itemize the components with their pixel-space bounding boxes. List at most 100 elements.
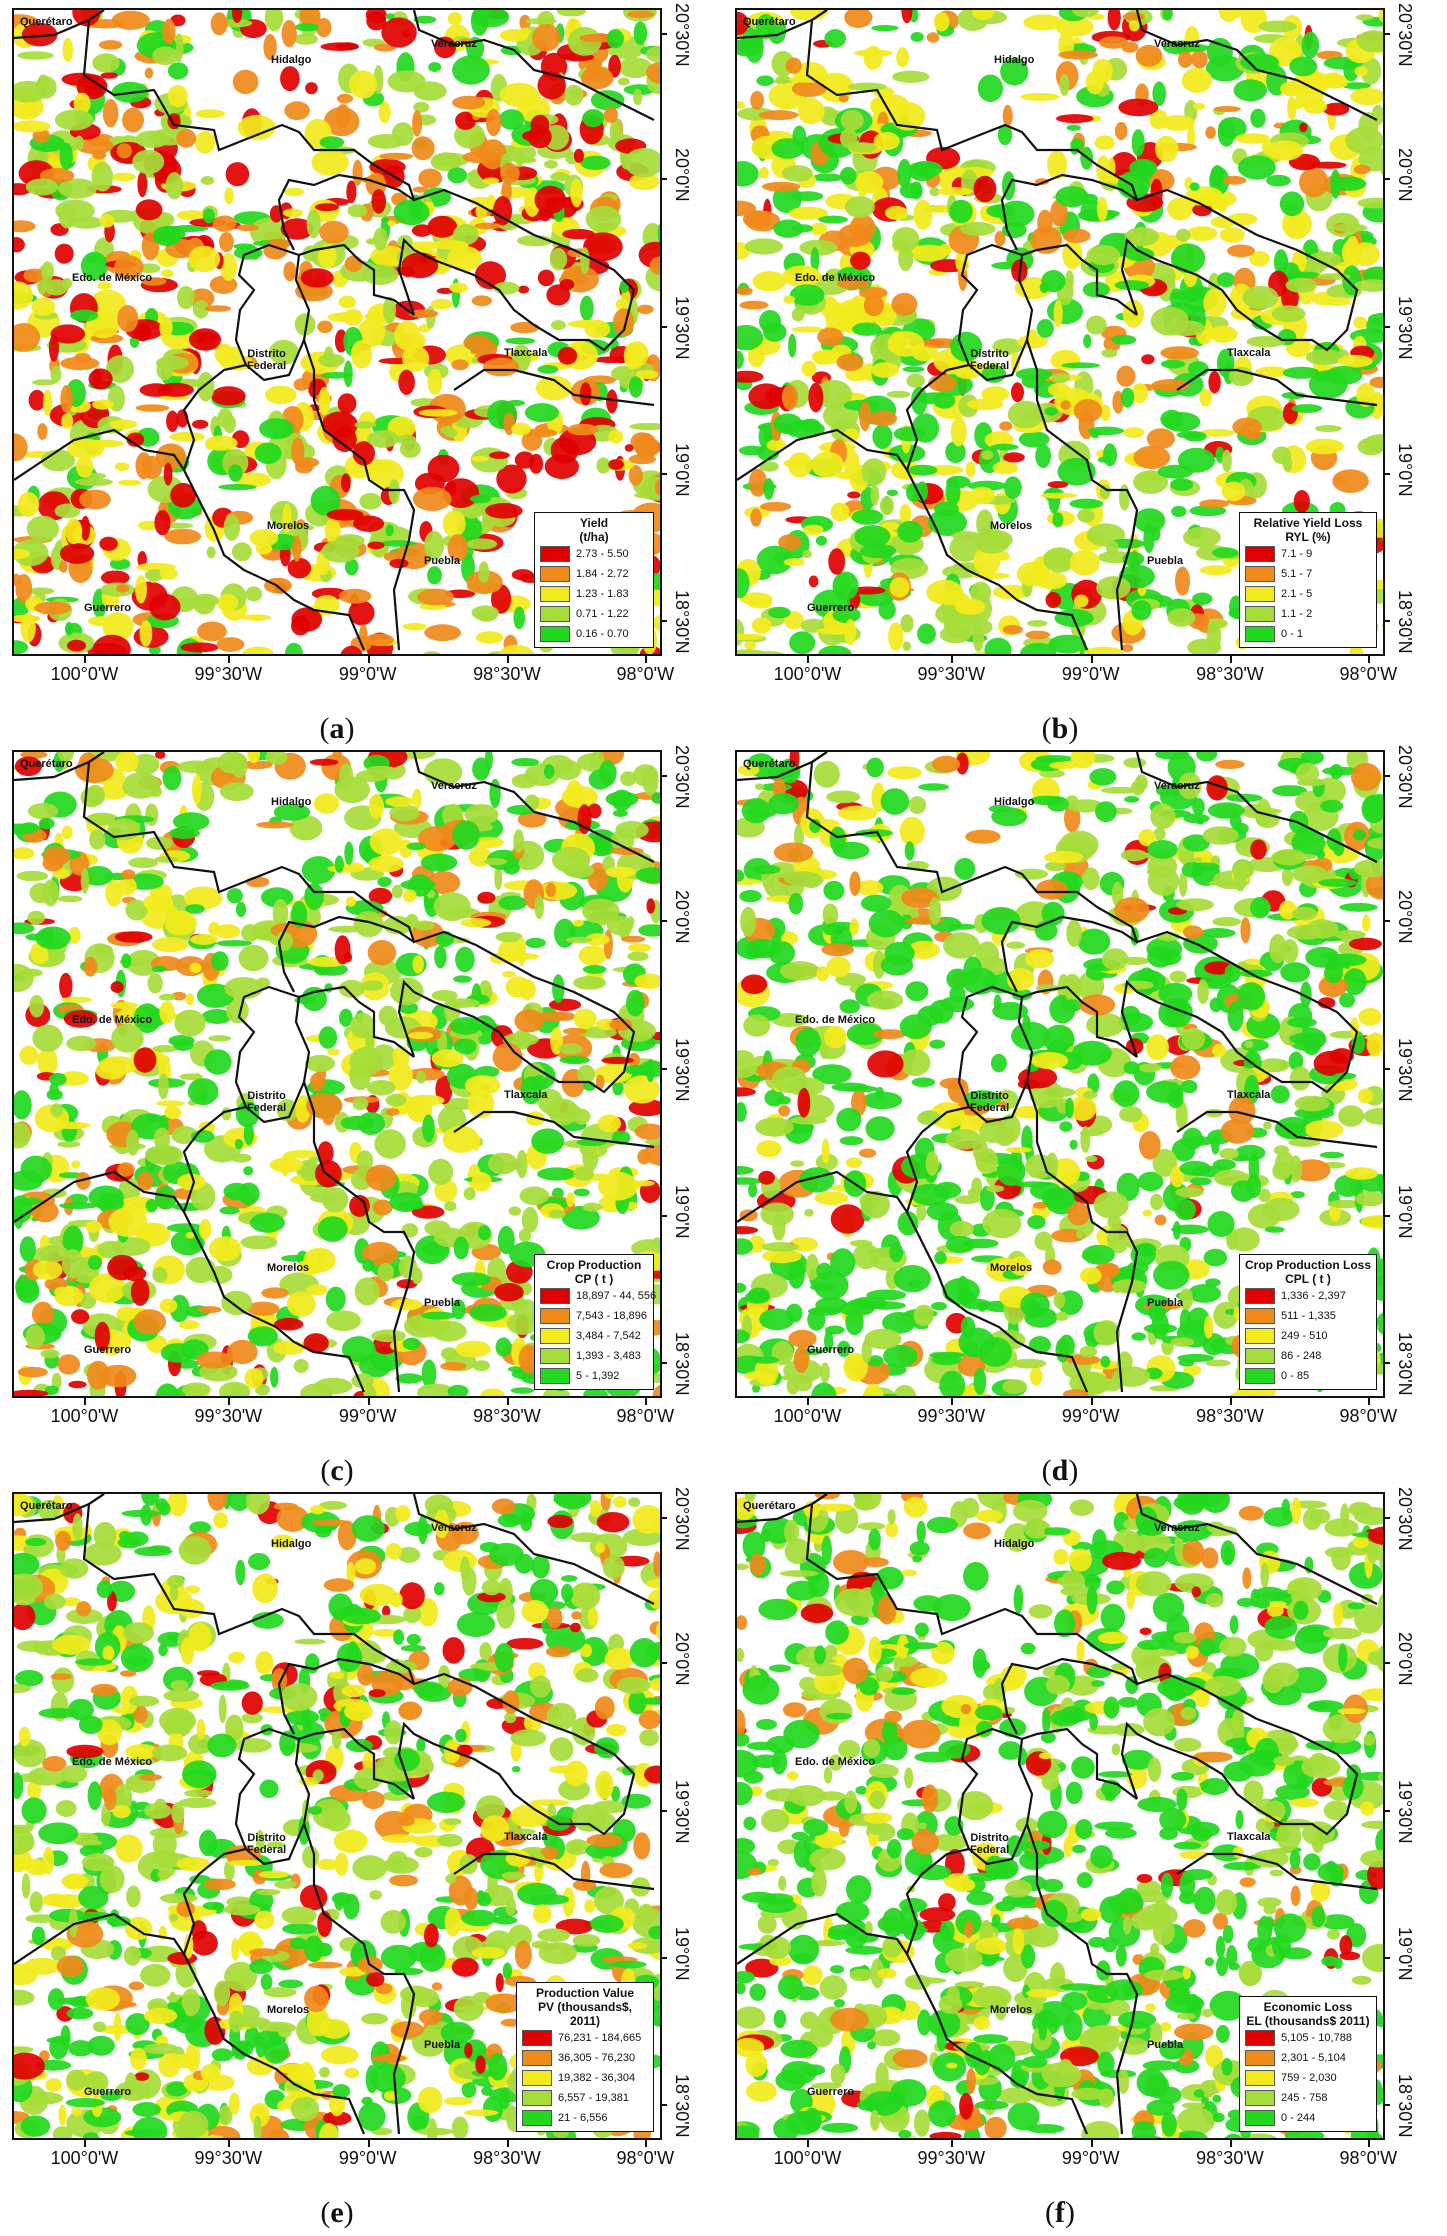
crop-patch (264, 10, 284, 32)
crop-patch (1131, 129, 1145, 157)
crop-patch (864, 1328, 902, 1350)
crop-patch (385, 1093, 407, 1107)
crop-patch (51, 1667, 75, 1694)
crop-patch (236, 1938, 265, 1949)
crop-patch (747, 344, 766, 368)
map-frame: Querétaro Hidalgo Veracruz Edo. de México Tl… (735, 750, 1385, 1398)
crop-patch (738, 445, 766, 456)
crop-patch (1367, 837, 1383, 850)
crop-patch (160, 1893, 198, 1904)
panel-caption: (a) (320, 712, 355, 746)
crop-patch (776, 1096, 791, 1105)
crop-patch (383, 296, 396, 324)
longitude-label: 99°30'W (194, 1406, 263, 1426)
crop-patch (87, 1255, 103, 1270)
crop-patch (637, 304, 654, 315)
crop-patch (350, 340, 373, 369)
legend-class-label: 1.1 - 2 (1281, 608, 1313, 620)
latitude-tick (1383, 775, 1390, 777)
crop-patch (313, 793, 340, 814)
crop-patch (1282, 366, 1320, 379)
legend-row: 0.71 - 1.22 (540, 604, 648, 624)
crop-patch (768, 793, 799, 815)
crop-patch (865, 1116, 895, 1141)
crop-patch (115, 1834, 143, 1863)
crop-patch (60, 356, 100, 371)
crop-patch (149, 593, 181, 621)
crop-patch (407, 1031, 434, 1040)
crop-patch (1272, 785, 1308, 797)
crop-patch (548, 1098, 579, 1126)
crop-patch (230, 1153, 252, 1163)
crop-patch (1120, 849, 1148, 862)
crop-patch (152, 46, 179, 66)
crop-patch (801, 360, 817, 377)
crop-patch (1208, 880, 1235, 887)
crop-patch (1206, 775, 1228, 801)
crop-patch (17, 1366, 48, 1378)
crop-patch (821, 943, 854, 957)
crop-patch (1181, 67, 1212, 93)
crop-patch (838, 299, 868, 321)
crop-patch (290, 524, 314, 532)
crop-patch (281, 20, 297, 48)
crop-patch (620, 935, 646, 943)
crop-patch (973, 175, 997, 203)
crop-patch (236, 472, 272, 488)
caption-open-paren: ( (1041, 1454, 1052, 1487)
crop-patch (238, 944, 269, 972)
crop-patch (1155, 135, 1179, 163)
crop-patch (752, 1356, 779, 1364)
crop-patch (1250, 896, 1271, 919)
crop-patch (58, 1071, 89, 1086)
crop-patch (60, 385, 73, 413)
crop-patch (1197, 979, 1209, 1005)
state-label-morelos: Morelos (990, 520, 1033, 532)
crop-patch (1356, 383, 1375, 407)
crop-patch (908, 162, 936, 182)
crop-patch (408, 309, 439, 319)
crop-patch (977, 74, 1003, 103)
crop-patch (223, 514, 240, 541)
crop-patch (1369, 376, 1383, 389)
crop-patch (866, 757, 884, 778)
latitude-label: 19°30'N (1395, 1038, 1415, 1102)
crop-patch (1366, 317, 1383, 335)
crop-patch (918, 783, 950, 791)
crop-patch (1294, 1095, 1330, 1112)
crop-patch (1005, 1146, 1032, 1153)
crop-patch (122, 772, 161, 799)
crop-patch (772, 184, 802, 214)
crop-patch (1189, 182, 1200, 191)
crop-patch (1166, 320, 1205, 336)
crop-patch (184, 1789, 213, 1798)
latitude-tick (660, 1068, 667, 1070)
crop-patch (1192, 592, 1213, 605)
longitude-tick (506, 656, 509, 663)
crop-patch (824, 29, 846, 48)
crop-patch (1301, 31, 1319, 59)
crop-patch (54, 1121, 91, 1129)
crop-patch (444, 429, 458, 438)
crop-patch (577, 1064, 595, 1084)
crop-patch (181, 1382, 211, 1396)
crop-patch (860, 1190, 890, 1219)
crop-patch (1230, 10, 1244, 19)
crop-patch (945, 1129, 982, 1150)
crop-patch (1226, 212, 1258, 226)
crop-patch (54, 1286, 70, 1299)
latitude-label: 20°30'N (672, 3, 692, 67)
crop-patch (135, 404, 170, 412)
crop-patch (611, 789, 633, 811)
map-legend: Crop Production Loss CPL ( t ) 1,336 - 2,3… (1239, 1254, 1377, 1390)
crop-patch (325, 1286, 346, 1312)
crop-patch (816, 966, 830, 982)
crop-patch (38, 817, 55, 830)
crop-patch (275, 931, 294, 951)
state-label-tlaxcala: Tlaxcala (1227, 1089, 1271, 1101)
crop-patch (1205, 126, 1216, 139)
crop-patch (1221, 481, 1246, 502)
crop-patch (1076, 1229, 1085, 1239)
crop-patch (585, 933, 610, 946)
crop-patch (611, 1727, 621, 1737)
